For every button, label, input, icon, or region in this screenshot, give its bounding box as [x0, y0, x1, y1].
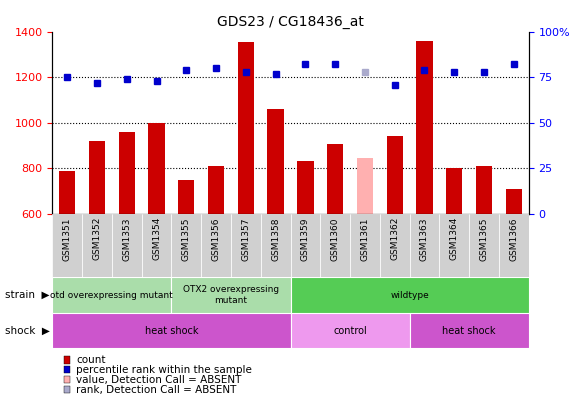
Bar [178, 180, 195, 214]
Bar [297, 162, 314, 214]
Bar [52, 277, 171, 313]
Text: GSM1359: GSM1359 [301, 217, 310, 261]
Text: GSM1362: GSM1362 [390, 217, 399, 261]
Bar [238, 42, 254, 214]
Bar [52, 313, 290, 348]
Bar [499, 214, 529, 277]
Bar [417, 41, 433, 214]
Text: GSM1357: GSM1357 [241, 217, 250, 261]
Bar [82, 214, 112, 277]
Text: GSM1365: GSM1365 [479, 217, 489, 261]
Text: count: count [76, 355, 106, 365]
Bar [320, 214, 350, 277]
Title: GDS23 / CG18436_at: GDS23 / CG18436_at [217, 15, 364, 29]
Bar [439, 214, 469, 277]
Text: value, Detection Call = ABSENT: value, Detection Call = ABSENT [76, 375, 241, 385]
Bar [446, 168, 462, 214]
Bar [327, 145, 343, 214]
Bar [89, 141, 105, 214]
Bar [142, 214, 171, 277]
Text: percentile rank within the sample: percentile rank within the sample [76, 365, 252, 375]
Text: GSM1364: GSM1364 [450, 217, 459, 261]
Bar [476, 166, 492, 214]
Bar [350, 214, 380, 277]
Bar [290, 214, 320, 277]
Bar [386, 136, 403, 214]
Text: GSM1363: GSM1363 [420, 217, 429, 261]
Text: OTX2 overexpressing
mutant: OTX2 overexpressing mutant [183, 286, 279, 305]
Text: rank, Detection Call = ABSENT: rank, Detection Call = ABSENT [76, 385, 236, 395]
Text: GSM1351: GSM1351 [63, 217, 71, 261]
Text: strain  ▶: strain ▶ [5, 290, 49, 300]
Bar [410, 313, 529, 348]
Text: GSM1352: GSM1352 [92, 217, 102, 261]
Text: GSM1353: GSM1353 [122, 217, 131, 261]
Text: shock  ▶: shock ▶ [5, 326, 49, 336]
Text: heat shock: heat shock [442, 326, 496, 336]
Text: wildtype: wildtype [390, 291, 429, 299]
Bar [148, 123, 164, 214]
Bar [171, 214, 201, 277]
Bar [208, 166, 224, 214]
Text: otd overexpressing mutant: otd overexpressing mutant [51, 291, 173, 299]
Bar [119, 132, 135, 214]
Bar [52, 214, 82, 277]
Bar [469, 214, 499, 277]
Bar [201, 214, 231, 277]
Text: GSM1358: GSM1358 [271, 217, 280, 261]
Text: control: control [333, 326, 367, 336]
Text: GSM1361: GSM1361 [360, 217, 370, 261]
Bar [267, 109, 284, 214]
Text: GSM1366: GSM1366 [510, 217, 518, 261]
Text: heat shock: heat shock [145, 326, 198, 336]
Text: GSM1356: GSM1356 [211, 217, 221, 261]
Bar [357, 158, 373, 214]
Bar [261, 214, 290, 277]
Bar [112, 214, 142, 277]
Text: GSM1360: GSM1360 [331, 217, 340, 261]
Bar [290, 277, 529, 313]
Text: GSM1354: GSM1354 [152, 217, 161, 261]
Bar [505, 189, 522, 214]
Bar [410, 214, 439, 277]
Bar [380, 214, 410, 277]
Text: GSM1355: GSM1355 [182, 217, 191, 261]
Bar [231, 214, 261, 277]
Bar [171, 277, 290, 313]
Bar [59, 171, 76, 214]
Bar [290, 313, 410, 348]
